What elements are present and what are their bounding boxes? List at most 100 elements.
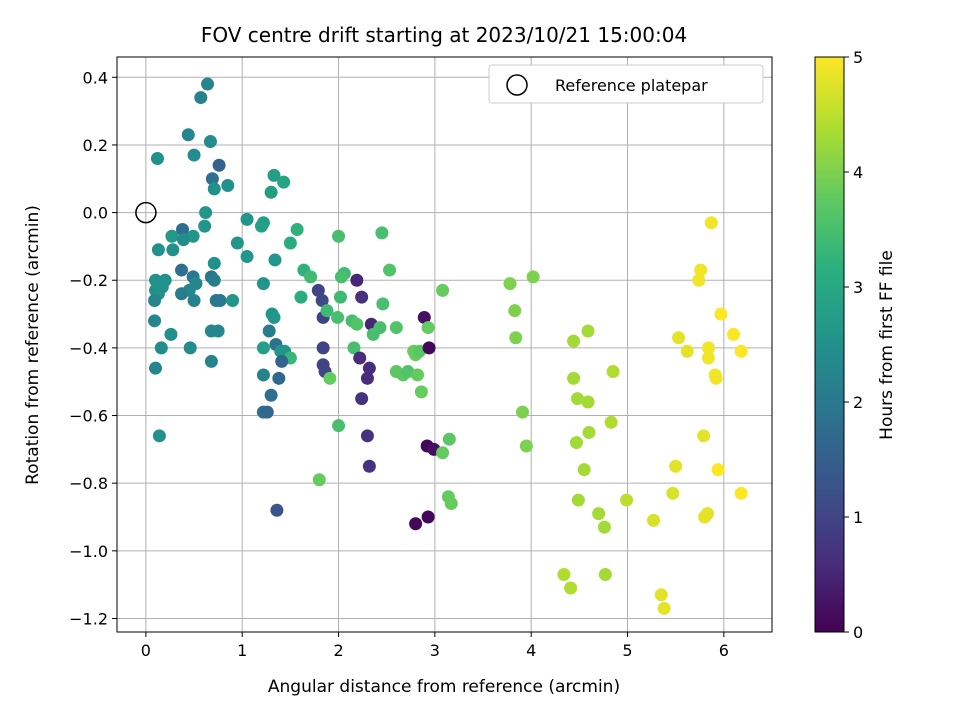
data-point xyxy=(331,310,345,324)
data-point xyxy=(704,216,718,230)
data-point xyxy=(265,307,279,321)
y-axis-label: Rotation from reference (arcmin) xyxy=(23,205,43,485)
colorbar-gradient xyxy=(814,56,845,633)
y-tick-label: −1.0 xyxy=(69,542,108,561)
data-point xyxy=(205,172,219,186)
colorbar-tick-label: 2 xyxy=(853,393,863,412)
data-point xyxy=(311,283,325,297)
data-point xyxy=(581,324,595,338)
data-point xyxy=(606,365,620,379)
x-axis-label: Angular distance from reference (arcmin) xyxy=(268,677,620,697)
data-point xyxy=(254,219,268,233)
data-point xyxy=(444,496,458,510)
data-points xyxy=(148,77,748,615)
data-point xyxy=(604,415,618,429)
y-axis-ticks: 0.4 0.2 0.0 −0.2 −0.4 −0.6 −0.8 −1.0 −1.2 xyxy=(69,68,117,628)
colorbar-ticks: 0 1 2 3 4 5 xyxy=(844,48,863,642)
data-point xyxy=(312,473,326,487)
data-point xyxy=(320,304,334,318)
data-point xyxy=(264,388,278,402)
y-tick-label: −0.4 xyxy=(69,339,108,358)
data-point xyxy=(526,270,540,284)
data-point xyxy=(290,223,304,236)
data-point xyxy=(411,368,425,382)
data-point xyxy=(508,304,522,318)
x-tick-label: 1 xyxy=(237,641,247,660)
data-point xyxy=(207,256,221,270)
data-point xyxy=(569,436,583,450)
x-tick-label: 0 xyxy=(141,641,151,660)
data-point xyxy=(204,354,218,368)
legend-label: Reference platepar xyxy=(555,76,708,95)
data-point xyxy=(672,331,686,345)
data-point xyxy=(734,344,748,358)
grid-lines xyxy=(117,57,772,632)
data-point xyxy=(347,341,361,355)
data-point xyxy=(582,425,596,439)
colorbar-tick-label: 1 xyxy=(853,508,863,527)
data-point xyxy=(334,270,348,284)
colorbar-tick-label: 5 xyxy=(853,48,863,67)
data-point xyxy=(277,175,291,189)
data-point xyxy=(260,405,274,419)
data-point xyxy=(240,250,254,264)
data-point xyxy=(417,310,431,324)
data-point xyxy=(332,419,346,433)
data-point xyxy=(355,290,369,304)
data-point xyxy=(701,341,715,355)
data-point xyxy=(267,168,281,182)
data-point xyxy=(150,151,164,165)
x-tick-label: 4 xyxy=(526,641,536,660)
data-point xyxy=(714,307,728,321)
data-point xyxy=(152,429,166,443)
y-tick-label: 0.2 xyxy=(83,136,108,155)
data-point xyxy=(166,243,180,257)
data-point xyxy=(175,263,189,277)
data-point xyxy=(154,341,168,355)
data-point xyxy=(201,77,215,91)
data-point xyxy=(165,229,179,243)
data-point xyxy=(422,341,436,355)
data-point xyxy=(275,354,289,368)
data-point xyxy=(597,520,611,534)
data-point xyxy=(183,341,197,355)
data-point xyxy=(376,297,390,311)
data-point xyxy=(262,324,276,338)
data-point xyxy=(389,321,403,335)
data-point xyxy=(164,327,178,341)
data-point xyxy=(516,405,530,419)
data-point xyxy=(316,341,330,355)
data-point xyxy=(207,182,221,196)
data-point xyxy=(256,277,270,291)
data-point xyxy=(187,148,201,162)
y-tick-label: 0.0 xyxy=(83,204,108,223)
data-point xyxy=(409,517,423,531)
data-point xyxy=(149,361,163,375)
data-point xyxy=(198,219,212,233)
data-point xyxy=(592,507,606,521)
data-point xyxy=(256,368,270,382)
data-point xyxy=(211,324,225,338)
data-point xyxy=(176,223,189,236)
data-point xyxy=(375,226,389,240)
data-point xyxy=(256,341,270,355)
data-point xyxy=(272,371,286,385)
data-point xyxy=(692,273,706,287)
data-point xyxy=(181,128,195,142)
data-point xyxy=(654,588,668,602)
data-point xyxy=(442,432,456,446)
data-point xyxy=(203,135,217,149)
data-point xyxy=(509,331,523,345)
data-point xyxy=(226,294,240,308)
data-point xyxy=(212,158,226,172)
data-point xyxy=(701,351,715,365)
x-tick-label: 3 xyxy=(430,641,440,660)
data-point xyxy=(421,510,435,524)
data-point xyxy=(383,263,397,277)
data-point xyxy=(657,601,671,615)
data-point xyxy=(230,236,244,250)
data-point xyxy=(436,283,450,297)
legend: Reference platepar xyxy=(488,64,764,104)
legend-marker xyxy=(506,74,528,96)
